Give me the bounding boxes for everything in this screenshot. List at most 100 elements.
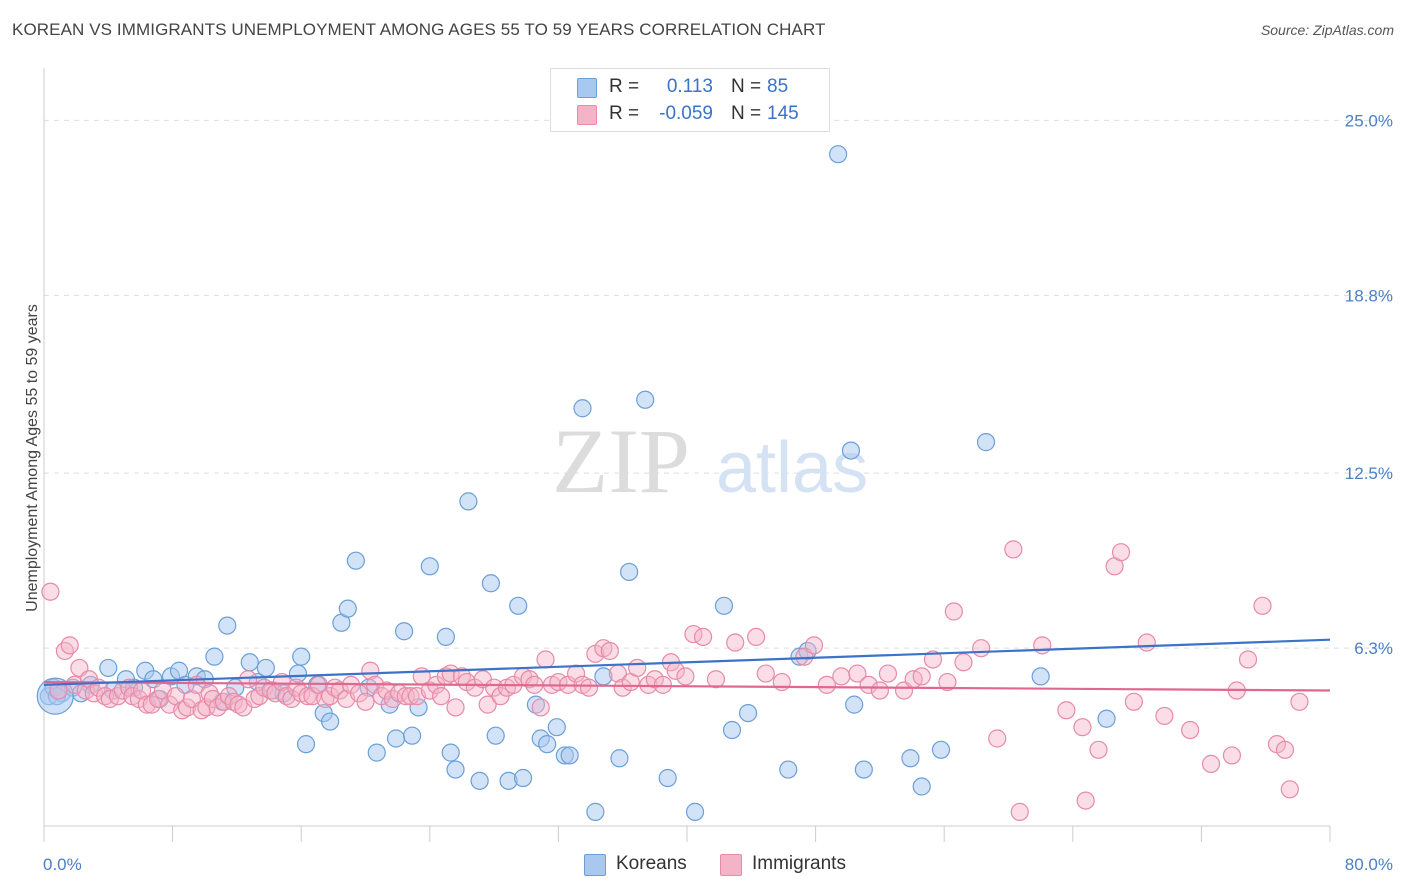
immigrant-point — [566, 664, 586, 683]
korean-point — [321, 712, 340, 731]
immigrant-point — [229, 695, 248, 714]
korean-point — [620, 562, 639, 582]
immigrant-point — [1111, 543, 1131, 562]
korean-point — [636, 390, 655, 409]
immigrant-point — [878, 664, 898, 683]
korean-point — [367, 743, 386, 762]
immigrant-point — [1033, 636, 1052, 655]
korean-point — [1031, 667, 1050, 686]
y-tick-label: 6.3% — [1354, 639, 1393, 658]
immigrant-point — [832, 667, 851, 686]
korean-point — [854, 760, 873, 779]
immigrant-point — [372, 687, 391, 706]
immigrant-point — [356, 692, 375, 711]
chart-title: KOREAN VS IMMIGRANTS UNEMPLOYMENT AMONG … — [12, 20, 826, 39]
legend-row-koreans: R = 0.113 N = 85 — [551, 74, 829, 100]
korean-point — [845, 695, 864, 714]
n-label: N = — [731, 103, 762, 124]
korean-point — [99, 658, 118, 678]
y-tick-label: 12.5% — [1345, 464, 1393, 483]
legend-row-immigrants: R = -0.059 N = 145 — [551, 101, 829, 127]
korean-point — [346, 551, 365, 570]
x-tick-label-min: 0.0% — [43, 855, 82, 874]
immigrant-point — [1089, 740, 1108, 759]
n-label: N = — [731, 76, 762, 97]
immigrant-point — [1238, 650, 1258, 669]
korean-point — [394, 622, 414, 641]
korean-point — [420, 557, 439, 576]
immigrant-point — [55, 641, 74, 661]
korean-point — [829, 145, 848, 164]
r-label: R = — [609, 76, 640, 97]
immigrant-point — [1155, 706, 1174, 726]
immigrant-point — [1073, 718, 1092, 737]
immigrant-point — [1290, 692, 1309, 711]
koreans-swatch — [577, 78, 597, 98]
immigrant-point — [1124, 692, 1143, 711]
n-value: 85 — [767, 76, 789, 97]
immigrant-point — [266, 684, 285, 703]
korean-point — [459, 492, 478, 511]
immigrant-point — [817, 675, 836, 694]
r-value: 0.113 — [666, 76, 713, 97]
korean-point — [547, 718, 566, 737]
stats-legend: R = 0.113 N = 85 R = -0.059 N = 145 — [550, 68, 830, 132]
korean-point — [218, 616, 237, 635]
immigrant-point — [1137, 633, 1156, 652]
n-value: 145 — [767, 103, 799, 124]
immigrant-point — [1010, 802, 1029, 821]
korean-point — [205, 647, 224, 666]
korean-point-large — [36, 677, 74, 715]
series-legend: Koreans Immigrants — [0, 852, 1406, 878]
immigrant-point — [478, 695, 497, 714]
immigrants-legend-label: Immigrants — [752, 853, 846, 874]
immigrant-point — [706, 670, 726, 689]
immigrant-point — [1057, 701, 1076, 720]
korean-point — [338, 599, 357, 618]
korean-point — [738, 703, 758, 723]
korean-point — [976, 433, 996, 452]
immigrant-point — [628, 658, 647, 678]
immigrant-point — [579, 678, 599, 697]
korean-point — [1097, 709, 1116, 728]
immigrant-point — [214, 692, 234, 711]
immigrant-point — [972, 639, 991, 658]
immigrant-point — [726, 633, 745, 652]
immigrant-point — [1280, 780, 1299, 799]
korean-point — [901, 749, 920, 768]
immigrant-point — [804, 636, 824, 655]
korean-point — [470, 771, 489, 790]
immigrant-point — [441, 664, 460, 683]
x-tick-label-max: 80.0% — [1345, 855, 1393, 874]
immigrant-point — [859, 675, 878, 694]
korean-point — [538, 735, 557, 754]
immigrant-point — [60, 636, 79, 655]
immigrant-points — [41, 540, 1309, 821]
immigrant-point — [531, 698, 550, 717]
watermark-zip: ZIP — [552, 410, 690, 512]
immigrant-point — [536, 650, 555, 669]
immigrant-point — [137, 695, 156, 714]
immigrant-point — [600, 641, 619, 661]
korean-point — [560, 746, 579, 765]
korean-point — [509, 596, 528, 615]
korean-point — [436, 627, 455, 646]
immigrant-point — [446, 698, 465, 717]
immigrant-point — [1253, 596, 1272, 615]
korean-point — [481, 574, 500, 593]
korean-point — [722, 720, 742, 740]
y-tick-label: 25.0% — [1345, 111, 1393, 130]
immigrants-swatch — [577, 105, 597, 125]
immigrant-point — [1076, 791, 1095, 810]
korean-point — [586, 802, 605, 821]
korean-points — [36, 145, 1116, 821]
immigrant-point — [923, 650, 943, 669]
immigrant-point — [239, 670, 258, 689]
immigrant-point — [1004, 540, 1023, 559]
korean-point — [912, 777, 931, 796]
immigrant-point — [431, 687, 451, 706]
korean-point — [486, 726, 505, 745]
korean-point — [513, 768, 533, 788]
korean-point — [658, 768, 677, 788]
